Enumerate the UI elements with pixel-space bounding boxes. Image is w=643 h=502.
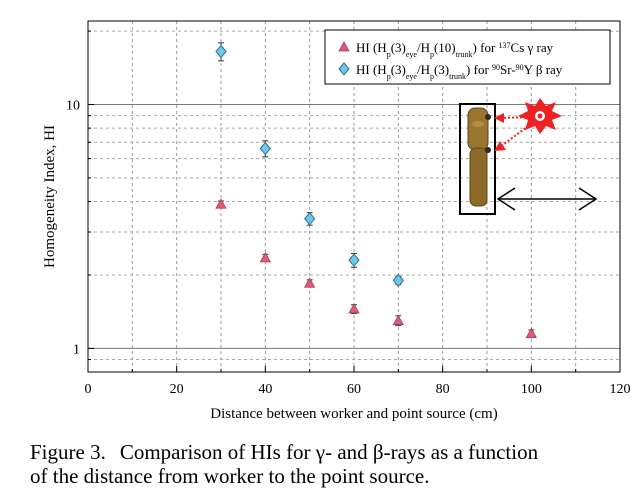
legend-label-part: 90 <box>516 63 524 72</box>
eye-dosimeter <box>485 114 491 120</box>
caption-line-2: of the distance from worker to the point… <box>30 464 430 488</box>
data-marks <box>215 42 538 338</box>
data-point-sr90y <box>304 211 316 226</box>
legend-label-part: /H <box>417 40 430 55</box>
legend-label-part: (10) <box>434 40 456 55</box>
legend-label-part: p <box>430 50 434 59</box>
data-point-sr90y <box>348 253 360 267</box>
trunk-dosimeter <box>485 147 491 153</box>
y-axis-label: Homogeneity Index, HI <box>42 125 58 268</box>
ray-arrow-trunk <box>499 120 536 148</box>
ray-arrow-eye <box>499 116 535 119</box>
legend-marker <box>338 41 350 52</box>
legend-label-part: (3) <box>391 40 406 55</box>
legend-label-part: trunk <box>456 50 473 59</box>
x-tick-label: 80 <box>436 382 450 397</box>
legend: HI (Hp(3)eye/Hp(10)trunk) for 137Cs γ ra… <box>324 29 611 85</box>
legend-box <box>324 29 611 85</box>
legend-marker <box>338 62 350 76</box>
figure-number: Figure 3. <box>30 440 106 464</box>
data-point-sr90y <box>259 141 271 156</box>
data-point-cs137 <box>215 198 227 209</box>
x-tick-label: 0 <box>85 382 92 397</box>
legend-label-part: Cs γ ray <box>511 40 554 55</box>
phantom-lower-body <box>469 147 488 207</box>
legend-label-part: trunk <box>449 72 466 81</box>
x-tick-label: 120 <box>610 382 631 397</box>
legend-label: HI (Hp(3)eye/Hp(3)trunk) for 90Sr-90Y β … <box>356 62 563 81</box>
data-point-cs137 <box>348 303 360 314</box>
legend-label-part: p <box>430 72 434 81</box>
phantom-highlight <box>472 121 484 127</box>
legend-label-part: (3) <box>391 62 406 77</box>
data-point-sr90y <box>215 44 227 59</box>
x-tick-label: 40 <box>258 382 272 397</box>
legend-label-part: HI (H <box>356 62 387 77</box>
distance-arrowhead-left <box>496 187 516 211</box>
legend-label-part: ) for <box>473 40 499 55</box>
x-tick-label: 60 <box>347 382 361 397</box>
legend-label-part: p <box>387 50 391 59</box>
x-tick-label: 20 <box>170 382 184 397</box>
axis-ticks: 0 20 40 60 80 100 120 1 10 <box>66 30 631 397</box>
data-point-cs137 <box>303 277 316 288</box>
legend-label-part: eye <box>406 50 418 59</box>
illustration-frame <box>459 103 496 215</box>
ray-arrowhead-eye <box>494 113 504 123</box>
ray-arrowhead-trunk <box>494 141 506 151</box>
legend-label-part: p <box>387 72 391 81</box>
y-tick-label: 1 <box>73 342 80 357</box>
caption-line-1: Comparison of HIs for γ- and β-rays as a… <box>119 440 539 464</box>
point-source-dot <box>537 113 543 119</box>
figure-caption: Figure 3. Comparison of HIs for γ- and β-… <box>30 440 630 488</box>
legend-label-part: ) for <box>466 62 492 77</box>
worker-illustration <box>459 98 598 215</box>
legend-label-part: eye <box>406 72 418 81</box>
x-tick-label: 100 <box>521 382 542 397</box>
data-point-cs137 <box>525 327 538 338</box>
y-tick-label: 10 <box>66 99 80 114</box>
legend-label-part: HI (H <box>356 40 387 55</box>
data-point-sr90y <box>392 273 404 288</box>
legend-label-part: Sr- <box>500 62 516 77</box>
legend-label-part: 90 <box>492 63 500 72</box>
data-point-cs137 <box>259 252 272 263</box>
data-point-cs137 <box>392 314 405 325</box>
legend-label-part: /H <box>417 62 430 77</box>
x-axis-label: Distance between worker and point source… <box>210 406 497 422</box>
phantom-upper-body <box>467 107 489 151</box>
distance-arrowhead-right <box>578 187 598 211</box>
legend-label-part: (3) <box>434 62 449 77</box>
legend-label: HI (Hp(3)eye/Hp(10)trunk) for 137Cs γ ra… <box>356 40 554 59</box>
grid-lines <box>88 21 620 373</box>
legend-label-part: Y β ray <box>524 62 563 77</box>
legend-label-part: 137 <box>499 41 511 50</box>
